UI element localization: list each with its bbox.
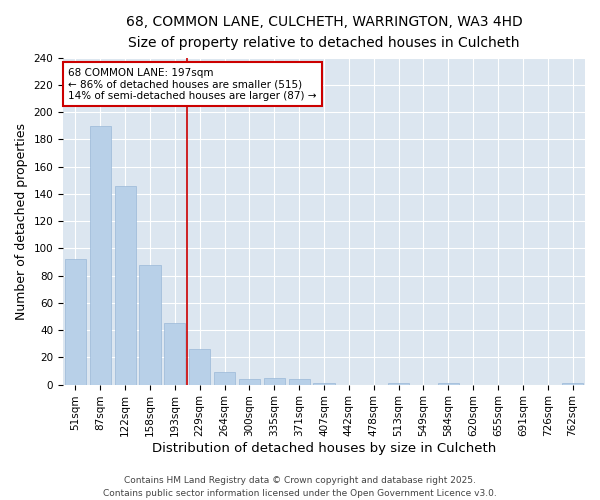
- Bar: [164, 324, 185, 384]
- Bar: [139, 264, 161, 384]
- Bar: [438, 383, 459, 384]
- Bar: [65, 260, 86, 384]
- Bar: [264, 378, 285, 384]
- Bar: [289, 379, 310, 384]
- Bar: [115, 186, 136, 384]
- X-axis label: Distribution of detached houses by size in Culcheth: Distribution of detached houses by size …: [152, 442, 496, 455]
- Y-axis label: Number of detached properties: Number of detached properties: [15, 122, 28, 320]
- Text: Contains HM Land Registry data © Crown copyright and database right 2025.
Contai: Contains HM Land Registry data © Crown c…: [103, 476, 497, 498]
- Bar: [239, 379, 260, 384]
- Text: 68 COMMON LANE: 197sqm
← 86% of detached houses are smaller (515)
14% of semi-de: 68 COMMON LANE: 197sqm ← 86% of detached…: [68, 68, 317, 100]
- Bar: [189, 349, 210, 384]
- Bar: [388, 383, 409, 384]
- Bar: [214, 372, 235, 384]
- Title: 68, COMMON LANE, CULCHETH, WARRINGTON, WA3 4HD
Size of property relative to deta: 68, COMMON LANE, CULCHETH, WARRINGTON, W…: [125, 15, 523, 50]
- Bar: [562, 383, 583, 384]
- Bar: [313, 383, 335, 384]
- Bar: [90, 126, 111, 384]
